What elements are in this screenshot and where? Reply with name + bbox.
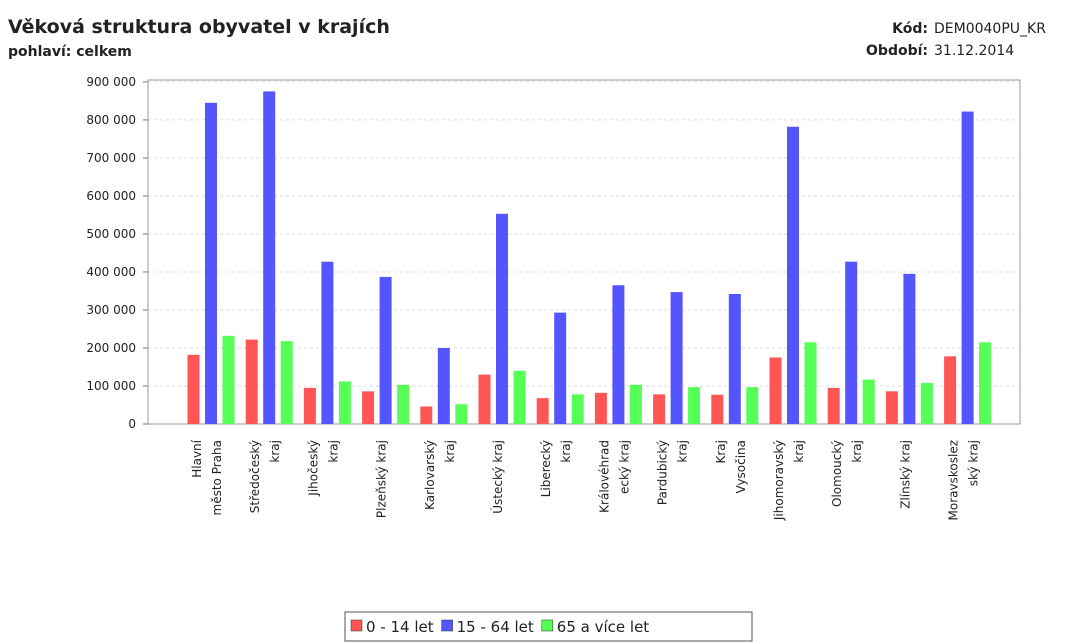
legend-swatch [350, 619, 363, 632]
bar [903, 273, 916, 424]
bar [379, 276, 392, 424]
bar [629, 384, 642, 424]
bar [653, 394, 666, 424]
y-tick-label: 0 [128, 417, 136, 431]
y-tick-label: 500 000 [86, 227, 136, 241]
y-tick-label: 300 000 [86, 303, 136, 317]
bar [338, 381, 351, 424]
bar [885, 391, 898, 424]
bar [769, 357, 782, 424]
period-value: 31.12.2014 [934, 43, 1014, 59]
bar [420, 406, 433, 424]
chart-subtitle: pohlaví: celkem [8, 44, 132, 60]
bar [711, 394, 724, 424]
x-tick-label: kraj [850, 440, 864, 463]
bar [746, 387, 759, 424]
y-tick-label: 700 000 [86, 151, 136, 165]
y-tick-label: 200 000 [86, 341, 136, 355]
x-tick-label: Královéhrad [597, 440, 611, 513]
bar [205, 102, 217, 424]
chart-title: Věková struktura obyvatel v krajích [8, 16, 390, 38]
y-tick-label: 100 000 [86, 379, 136, 393]
bar [688, 387, 701, 424]
legend-swatch [541, 619, 554, 632]
x-tick-label: ský kraj [967, 440, 981, 486]
bar [920, 382, 933, 424]
bar [944, 356, 957, 424]
y-tick-label: 900 000 [86, 75, 136, 89]
bar [787, 126, 799, 424]
bar [245, 339, 258, 424]
legend-label: 0 - 14 let [366, 618, 434, 636]
period-label: Období: [866, 43, 928, 59]
bar [478, 374, 491, 424]
x-tick-label: Moravskoslez [947, 440, 961, 520]
x-tick-label: Jihočeský [306, 440, 320, 497]
bar [263, 91, 276, 424]
bar [979, 342, 992, 424]
bar [455, 404, 468, 424]
x-tick-label: Středočeský [248, 440, 262, 513]
bar [961, 111, 974, 425]
bar [554, 312, 567, 424]
bar [670, 292, 683, 424]
y-tick-label: 800 000 [86, 113, 136, 127]
bar [827, 387, 840, 424]
bar [397, 384, 410, 424]
bar [845, 261, 858, 424]
y-tick-label: 400 000 [86, 265, 136, 279]
x-tick-label: Vysočina [734, 440, 748, 493]
x-tick-label: Pardubický [656, 440, 670, 505]
bar [303, 387, 316, 424]
bar [862, 379, 875, 424]
bar [571, 394, 584, 424]
bar [222, 335, 235, 424]
x-tick-label: Olomoucký [830, 440, 844, 507]
legend-label: 65 a více let [557, 618, 649, 636]
bar [804, 342, 817, 424]
bar [612, 285, 625, 424]
bar [513, 370, 526, 424]
bar [437, 347, 450, 424]
legend-swatch [441, 619, 453, 632]
x-tick-label: Jihomoravský [772, 440, 786, 521]
x-tick-label: Karlovarský [423, 440, 437, 510]
code-value: DEM0040PU_KR [934, 21, 1046, 37]
bar [321, 261, 334, 424]
x-tick-label: ecký kraj [617, 440, 631, 494]
x-tick-label: kraj [676, 440, 690, 463]
bar [280, 341, 293, 424]
x-tick-label: město Praha [210, 440, 224, 515]
x-tick-label: kraj [443, 440, 457, 463]
x-tick-label: kraj [792, 440, 806, 463]
bar [187, 354, 200, 424]
plot-frame [147, 79, 1021, 425]
bar [728, 294, 741, 424]
bar [536, 398, 549, 424]
x-tick-label: kraj [326, 440, 340, 463]
x-tick-label: Plzeňský kraj [375, 440, 389, 518]
x-tick-label: kraj [268, 440, 282, 463]
bar [594, 392, 607, 424]
x-tick-label: Liberecký [539, 440, 553, 497]
x-tick-label: kraj [559, 440, 573, 463]
bar [362, 391, 375, 424]
y-tick-label: 600 000 [86, 189, 136, 203]
x-tick-label: Kraj [714, 440, 728, 464]
legend-label: 15 - 64 let [457, 618, 534, 636]
x-tick-label: Hlavní [190, 439, 204, 477]
bar [496, 213, 508, 424]
code-label: Kód: [892, 21, 928, 37]
x-tick-label: Ústecký kraj [490, 440, 505, 514]
x-tick-label: Zlínský kraj [898, 440, 912, 509]
